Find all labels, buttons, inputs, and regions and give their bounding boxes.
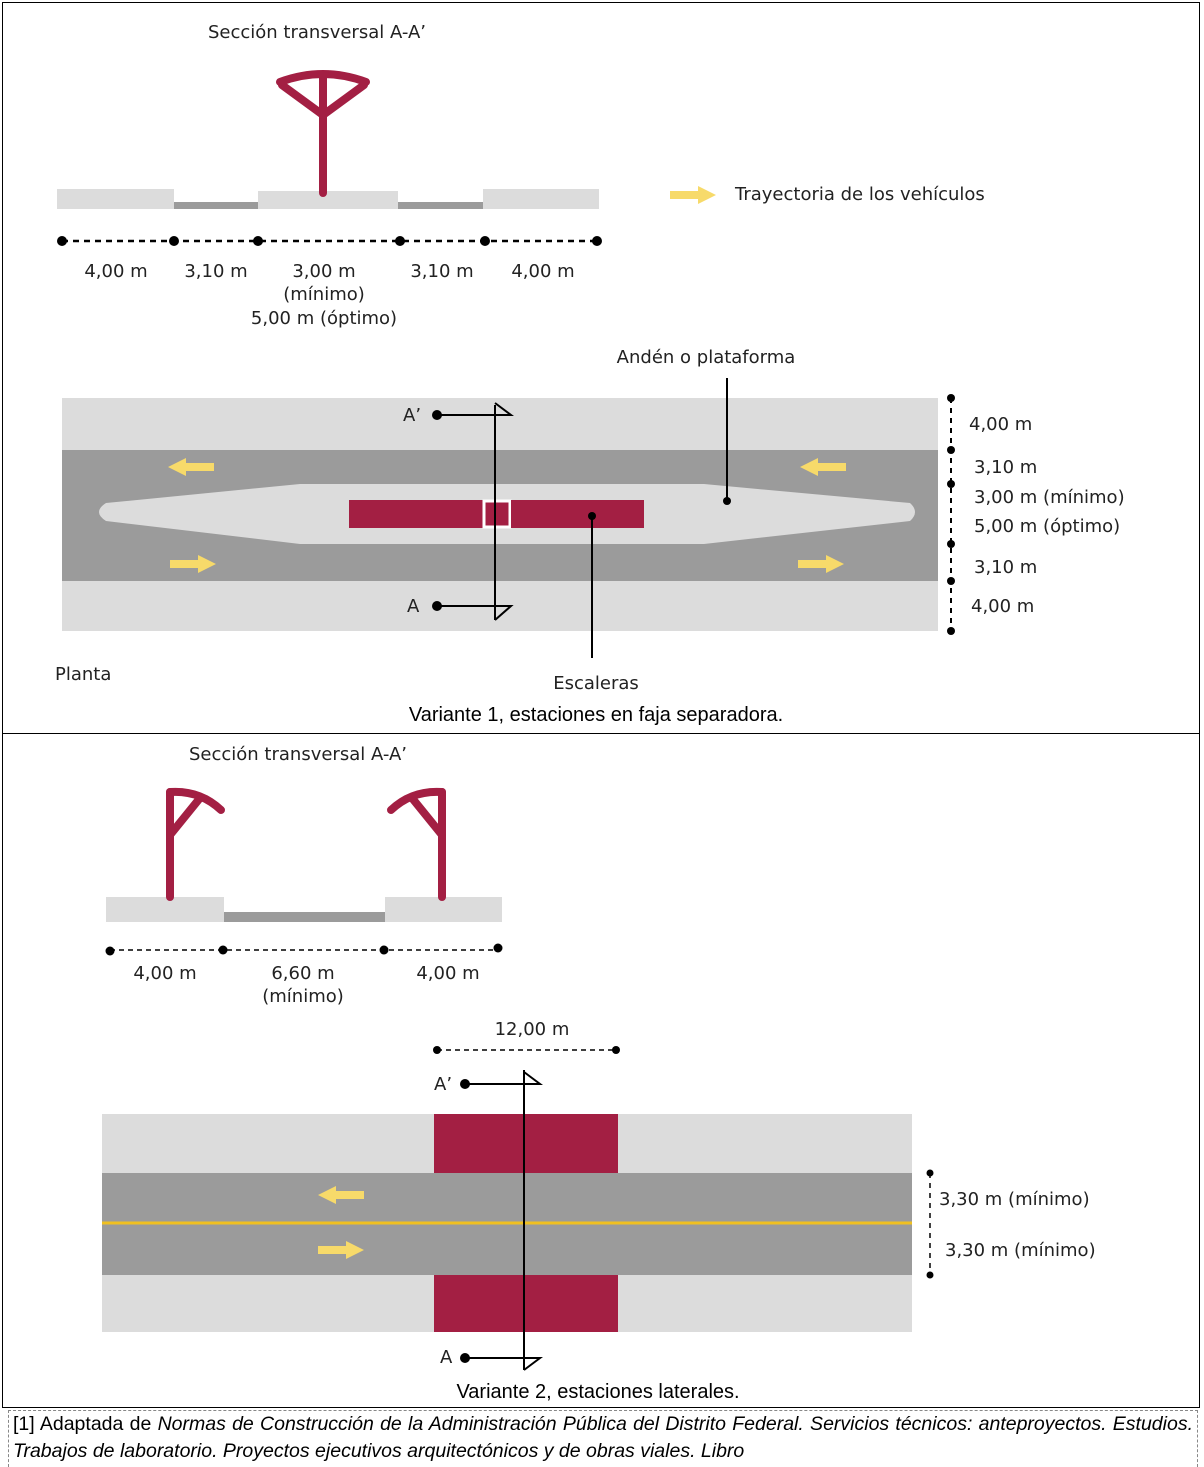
v2-section-road xyxy=(224,912,385,922)
v2-marker-a: A xyxy=(440,1347,453,1368)
v1-marker-a: A xyxy=(407,596,420,617)
v1-section-platform xyxy=(258,191,398,209)
v1-section-dim-road-right: 3,10 m xyxy=(410,261,474,282)
v2-section-cut-line xyxy=(465,1070,543,1371)
v2-station-width-label: 12,00 m xyxy=(494,1019,570,1040)
v1-section-road-right xyxy=(398,202,483,209)
v2-station-width-dimension xyxy=(433,1046,620,1054)
v1-side-dim-sidewalk-top: 4,00 m xyxy=(969,414,1033,435)
v1-caption: Variante 1, estaciones en faja separador… xyxy=(408,704,784,726)
v1-stairs-label: Escaleras xyxy=(553,673,639,694)
v1-side-dimension-line xyxy=(947,394,955,635)
v2-section-sidewalk-right xyxy=(385,897,502,922)
v1-section-road-left xyxy=(174,202,258,209)
v1-plan-station-right xyxy=(511,500,644,528)
v2-plan xyxy=(102,1046,934,1371)
v2-section-dimension-line xyxy=(105,943,503,956)
v1-side-dim-platform-opt: 5,00 m (óptimo) xyxy=(974,516,1121,537)
v2-section-dim-sidewalk-right: 4,00 m xyxy=(416,963,480,984)
v2-station-bottom xyxy=(434,1275,618,1332)
footnote: [1] Adaptada de Normas de Construcción d… xyxy=(8,1410,1198,1467)
v1-section-dim-sidewalk-left: 4,00 m xyxy=(84,261,148,282)
v1-plan-station-left xyxy=(349,500,483,528)
v1-section-sidewalk-right xyxy=(483,189,599,209)
v1-section-sidewalk-left xyxy=(57,189,174,209)
v1-side-dim-road-top: 3,10 m xyxy=(974,457,1038,478)
v1-platform-label: Andén o plataforma xyxy=(616,347,796,368)
v1-marker-a-prime: A’ xyxy=(403,405,422,426)
v2-side-dimension-line xyxy=(926,1169,934,1279)
v2-side-dim-lane-top: 3,30 m (mínimo) xyxy=(939,1189,1090,1210)
v2-section-dim-minimum: (mínimo) xyxy=(262,986,344,1007)
v1-plan-stairs-box xyxy=(482,499,512,529)
v2-canopy-right-icon xyxy=(387,787,446,901)
v2-section-dim-road: 6,60 m xyxy=(271,963,335,984)
v1-section-dim-optimum: 5,00 m (óptimo) xyxy=(250,308,398,329)
v1-canopy-icon xyxy=(276,70,370,197)
v1-section-title: Sección transversal A-A’ xyxy=(207,22,427,43)
v2-side-dim-lane-bottom: 3,30 m (mínimo) xyxy=(945,1240,1096,1261)
v1-section-dim-minimum: (mínimo) xyxy=(283,284,365,305)
v2-section-title: Sección transversal A-A’ xyxy=(188,744,408,765)
v2-section-sidewalk-left xyxy=(106,897,224,922)
v1-section-dim-sidewalk-right: 4,00 m xyxy=(511,261,575,282)
v1-side-dim-sidewalk-bottom: 4,00 m xyxy=(971,596,1035,617)
v2-cross-section xyxy=(105,787,503,956)
v1-side-dim-platform-min: 3,00 m (mínimo) xyxy=(974,487,1125,508)
v1-cross-section xyxy=(57,70,716,246)
v1-section-dimension-line xyxy=(57,236,602,246)
v1-side-dim-road-bottom: 3,10 m xyxy=(974,557,1038,578)
legend-arrow-icon xyxy=(670,186,716,204)
v2-section-dim-sidewalk-left: 4,00 m xyxy=(133,963,197,984)
v1-plan-label: Planta xyxy=(55,664,112,685)
legend-label: Trayectoria de los vehículos xyxy=(735,184,985,205)
v1-section-dim-road-left: 3,10 m xyxy=(184,261,248,282)
v2-caption: Variante 2, estaciones laterales. xyxy=(456,1381,740,1403)
footnote-title: Normas de Construcción de la Administrac… xyxy=(13,1413,1193,1462)
v2-marker-a-prime: A’ xyxy=(434,1074,453,1095)
v2-station-top xyxy=(434,1114,618,1173)
v1-plan xyxy=(62,378,955,658)
v2-canopy-left-icon xyxy=(166,787,225,901)
v1-section-cut-line xyxy=(437,402,514,621)
v1-section-dim-platform: 3,00 m xyxy=(292,261,356,282)
footnote-prefix: [1] Adaptada de xyxy=(13,1413,158,1435)
